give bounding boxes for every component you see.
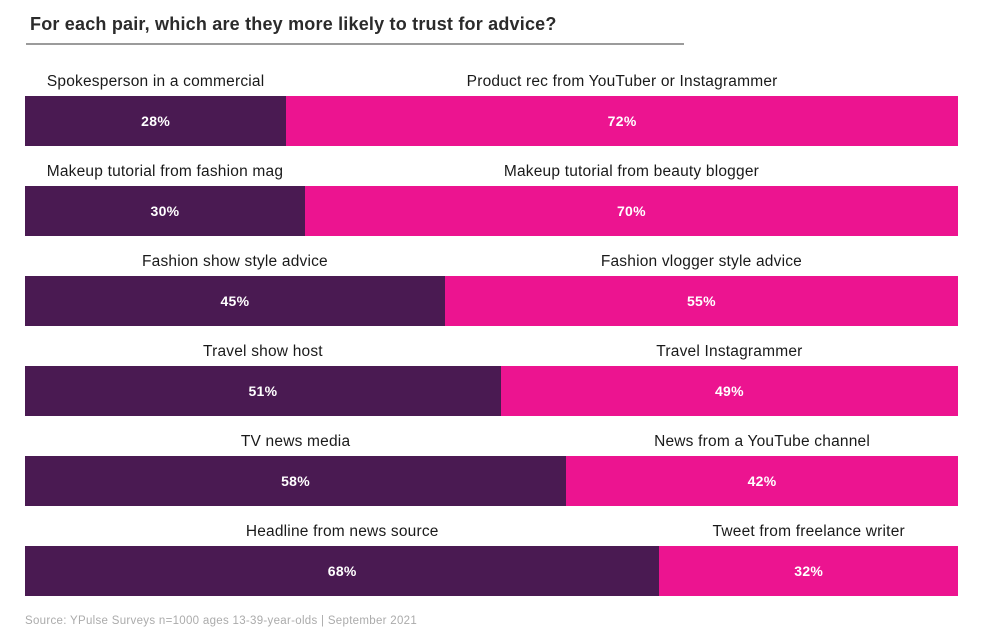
pair-label-right: Product rec from YouTuber or Instagramme… bbox=[466, 73, 778, 90]
pair-label-left: TV news media bbox=[240, 433, 351, 450]
bar-pair-row: TV news media News from a YouTube channel… bbox=[25, 431, 958, 506]
bar-value-label: 68% bbox=[327, 563, 357, 579]
bar-pair-row: Makeup tutorial from fashion mag Makeup t… bbox=[25, 161, 958, 236]
pair-label-left: Headline from news source bbox=[245, 523, 439, 540]
pair-labels: Travel show host Travel Instagrammer bbox=[25, 341, 958, 363]
pair-label-left: Fashion show style advice bbox=[141, 253, 328, 270]
pair-bar: 51% 49% bbox=[25, 366, 958, 416]
bar-pair-row: Travel show host Travel Instagrammer 51% 49… bbox=[25, 341, 958, 416]
bar-segment-traditional: 45% bbox=[25, 276, 445, 326]
bar-segment-traditional: 51% bbox=[25, 366, 501, 416]
pair-labels: Makeup tutorial from fashion mag Makeup t… bbox=[25, 161, 958, 183]
pair-labels: TV news media News from a YouTube channel bbox=[25, 431, 958, 453]
pair-label-right: Tweet from freelance writer bbox=[712, 523, 905, 540]
pair-labels: Spokesperson in a commercial Product rec … bbox=[25, 71, 958, 93]
bar-pair-row: Spokesperson in a commercial Product rec … bbox=[25, 71, 958, 146]
bar-value-label: 49% bbox=[714, 383, 744, 399]
pair-label-right: Travel Instagrammer bbox=[656, 343, 803, 360]
bar-segment-traditional: 58% bbox=[25, 456, 567, 506]
pair-label-right: News from a YouTube channel bbox=[654, 433, 871, 450]
bar-segment-creator: 72% bbox=[286, 96, 958, 146]
trust-pairs-chart: Spokesperson in a commercial Product rec … bbox=[25, 71, 958, 596]
pair-bar: 28% 72% bbox=[25, 96, 958, 146]
bar-segment-traditional: 28% bbox=[25, 96, 287, 146]
bar-value-label: 28% bbox=[141, 113, 171, 129]
pair-labels: Fashion show style advice Fashion vlogger… bbox=[25, 251, 958, 273]
pair-label-left: Spokesperson in a commercial bbox=[46, 73, 265, 90]
bar-segment-traditional: 30% bbox=[25, 186, 305, 236]
source-note: Source: YPulse Surveys n=1000 ages 13-39… bbox=[25, 615, 418, 627]
bar-value-label: 58% bbox=[281, 473, 311, 489]
bar-value-label: 42% bbox=[747, 473, 777, 489]
bar-value-label: 70% bbox=[616, 203, 646, 219]
bar-segment-traditional: 68% bbox=[25, 546, 660, 596]
bar-value-label: 30% bbox=[150, 203, 180, 219]
pair-labels: Headline from news source Tweet from free… bbox=[25, 521, 958, 543]
pair-label-right: Makeup tutorial from beauty blogger bbox=[503, 163, 759, 180]
pair-bar: 68% 32% bbox=[25, 546, 958, 596]
bar-value-label: 45% bbox=[220, 293, 250, 309]
pair-label-left: Makeup tutorial from fashion mag bbox=[46, 163, 284, 180]
bar-pair-row: Fashion show style advice Fashion vlogger… bbox=[25, 251, 958, 326]
bar-pair-row: Headline from news source Tweet from free… bbox=[25, 521, 958, 596]
page-title: For each pair, which are they more likel… bbox=[30, 14, 557, 34]
pair-bar: 45% 55% bbox=[25, 276, 958, 326]
bar-value-label: 55% bbox=[686, 293, 716, 309]
bar-segment-creator: 49% bbox=[500, 366, 958, 416]
pair-label-left: Travel show host bbox=[203, 343, 323, 360]
pair-label-right: Fashion vlogger style advice bbox=[600, 253, 802, 270]
bar-value-label: 32% bbox=[794, 563, 824, 579]
bar-value-label: 51% bbox=[248, 383, 278, 399]
pair-bar: 58% 42% bbox=[25, 456, 958, 506]
title-underline bbox=[26, 43, 684, 45]
bar-segment-creator: 32% bbox=[659, 546, 958, 596]
bar-value-label: 72% bbox=[607, 113, 637, 129]
bar-segment-creator: 55% bbox=[444, 276, 958, 326]
bar-segment-creator: 42% bbox=[566, 456, 958, 506]
bar-segment-creator: 70% bbox=[304, 186, 958, 236]
pair-bar: 30% 70% bbox=[25, 186, 958, 236]
